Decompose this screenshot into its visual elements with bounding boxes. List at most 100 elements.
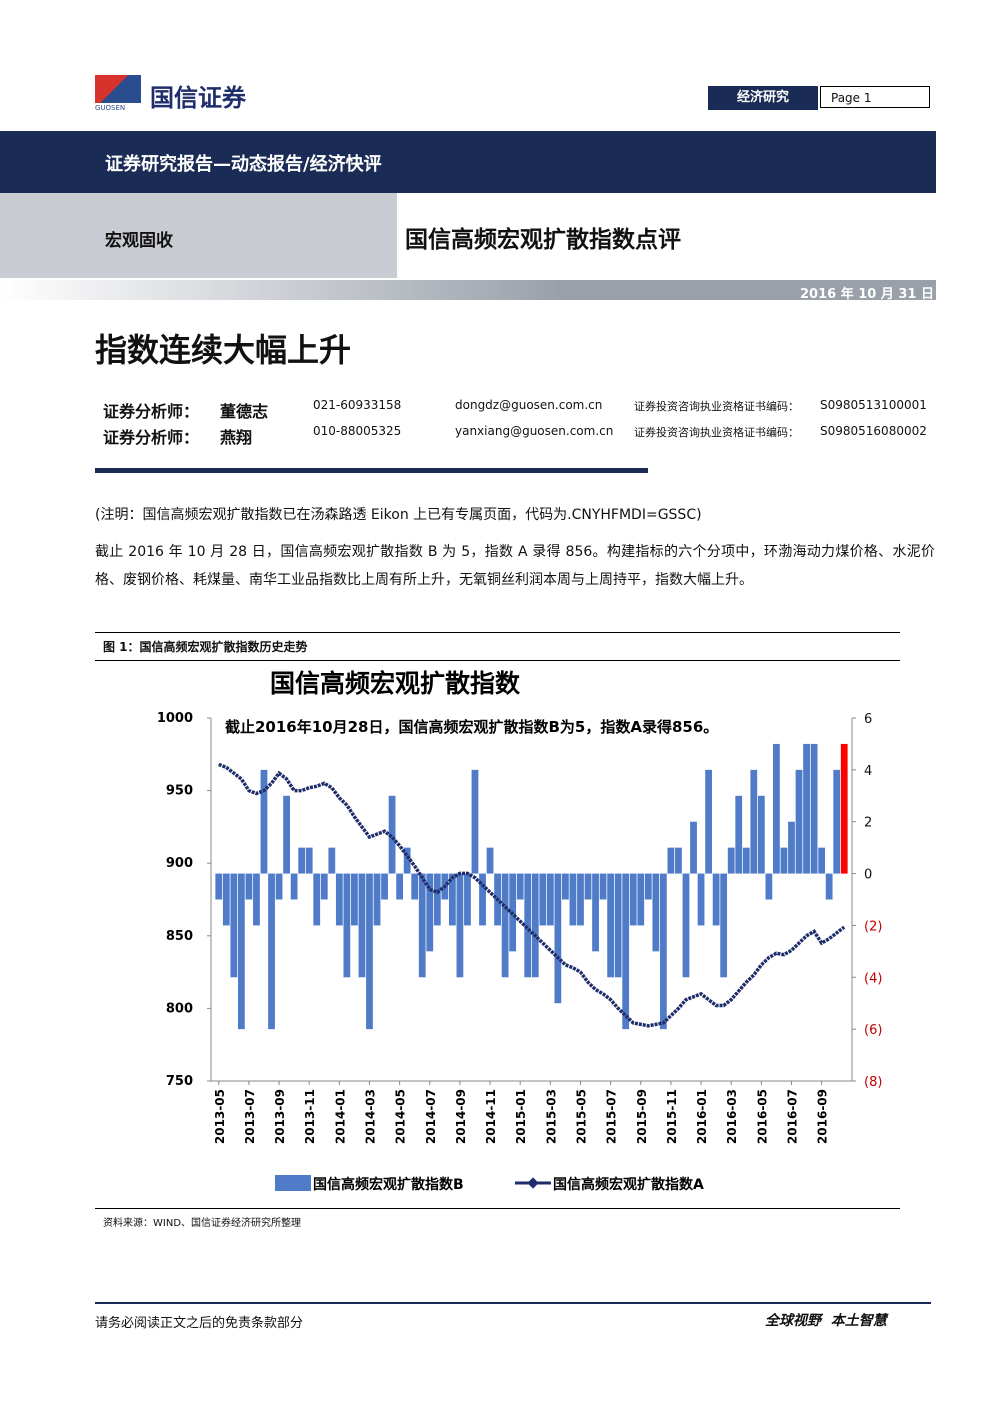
y2-tick-label: (4) (864, 971, 882, 986)
x-tick-label: 2016-05 (755, 1089, 769, 1144)
bar (396, 873, 404, 900)
y-tick-label: 950 (166, 784, 193, 799)
bar (825, 873, 833, 900)
y2-tick-label: (2) (864, 919, 882, 934)
bar (471, 769, 479, 874)
bar (592, 873, 599, 952)
x-tick-label: 2016-09 (816, 1089, 830, 1144)
note: (注明：国信高频宏观扩散指数已在汤森路透 Eikon 上已有专属页面，代码为.C… (95, 507, 702, 523)
bar (328, 847, 336, 874)
x-tick-label: 2014-09 (454, 1089, 468, 1144)
bar (682, 873, 690, 978)
analyst-cell: 董德志 (220, 402, 269, 421)
bar (750, 769, 758, 874)
legend-swatch (275, 1175, 311, 1191)
x-tick-label: 2013-05 (213, 1089, 227, 1144)
x-tick-label: 2015-05 (574, 1089, 588, 1144)
bar (644, 873, 652, 900)
analyst-cell: 010-88005325 (313, 424, 402, 438)
paragraph: 截止 2016 年 10 月 28 日，国信高频宏观扩散指数 B 为 5，指数 … (95, 544, 935, 588)
section-label: 经济研究 (708, 86, 818, 110)
analyst-cell: 证券投资咨询执业资格证书编码： (634, 426, 799, 439)
bar (697, 873, 705, 926)
bar (388, 795, 396, 874)
bar (335, 873, 343, 926)
bar (757, 795, 765, 874)
y-tick-label: 850 (166, 929, 193, 944)
bar (562, 873, 569, 900)
logo-mark (95, 75, 141, 103)
bar (539, 873, 547, 926)
chart-annotation: 截止2016年10月28日，国信高频宏观扩散指数B为5，指数A录得856。 (225, 718, 718, 736)
x-tick-label: 2015-03 (544, 1089, 558, 1144)
bar (795, 769, 803, 874)
date: 2016 年 10 月 31 日 (800, 287, 934, 302)
bar (366, 873, 373, 1030)
bar (607, 873, 615, 978)
y2-tick-label: 6 (864, 712, 872, 727)
bar (765, 873, 773, 900)
line (218, 762, 846, 1028)
bar (275, 873, 283, 900)
bar (516, 873, 524, 900)
bar (313, 873, 321, 926)
bar (373, 873, 381, 926)
logo-en: GUOSEN (95, 104, 126, 112)
analyst-cell: 燕翔 (220, 428, 253, 447)
bar (773, 743, 780, 874)
analyst-cell: S0980516080002 (820, 424, 927, 438)
analyst-cell: 证券投资咨询执业资格证书编码： (634, 400, 799, 413)
bar (554, 873, 562, 1004)
bar (667, 847, 675, 874)
bar (840, 743, 848, 874)
bar (524, 873, 532, 978)
caption-rule (95, 660, 900, 661)
bar (720, 873, 728, 978)
bar (637, 873, 645, 926)
bar (290, 873, 298, 900)
bar (411, 873, 419, 900)
bar (253, 873, 260, 926)
source: 资料来源：WIND、国信证券经济研究所整理 (103, 1218, 302, 1229)
bar (614, 873, 622, 978)
bar (735, 795, 743, 874)
bar (245, 873, 253, 900)
bar (833, 769, 841, 874)
bar (456, 873, 464, 978)
y-tick-label: 750 (166, 1074, 193, 1089)
x-tick-label: 2015-09 (635, 1089, 649, 1144)
bar (622, 873, 630, 1030)
y-tick-label: 900 (166, 856, 193, 871)
bar (803, 743, 810, 874)
bar (381, 873, 388, 900)
y2-tick-label: 2 (864, 816, 872, 831)
x-tick-label: 2014-07 (424, 1089, 438, 1144)
bar (230, 873, 238, 978)
bar (788, 821, 795, 874)
banner (0, 131, 936, 193)
disclaimer: 请务必阅读正文之后的免责条款部分 (95, 1316, 304, 1331)
x-tick-label: 2016-03 (725, 1089, 739, 1144)
x-tick-label: 2014-11 (484, 1089, 498, 1144)
bar (690, 821, 697, 874)
bar (343, 873, 351, 978)
x-tick-label: 2016-01 (695, 1089, 709, 1144)
bar (237, 873, 245, 1030)
bar (426, 873, 434, 952)
bar (584, 873, 592, 900)
category-box (0, 193, 397, 278)
analyst-cell: dongdz@guosen.com.cn (455, 398, 603, 412)
y2-tick-label: 0 (864, 868, 872, 883)
bar (501, 873, 509, 978)
analyst-cell: 证券分析师： (103, 428, 200, 447)
x-tick-label: 2015-07 (605, 1089, 619, 1144)
bar (486, 847, 494, 874)
footer-rule (95, 1302, 931, 1304)
bar (599, 873, 607, 900)
bar (433, 873, 441, 926)
y-tick-label: 1000 (157, 711, 193, 726)
bar (546, 873, 554, 926)
bar (351, 873, 358, 926)
x-tick-label: 2015-11 (665, 1089, 679, 1144)
